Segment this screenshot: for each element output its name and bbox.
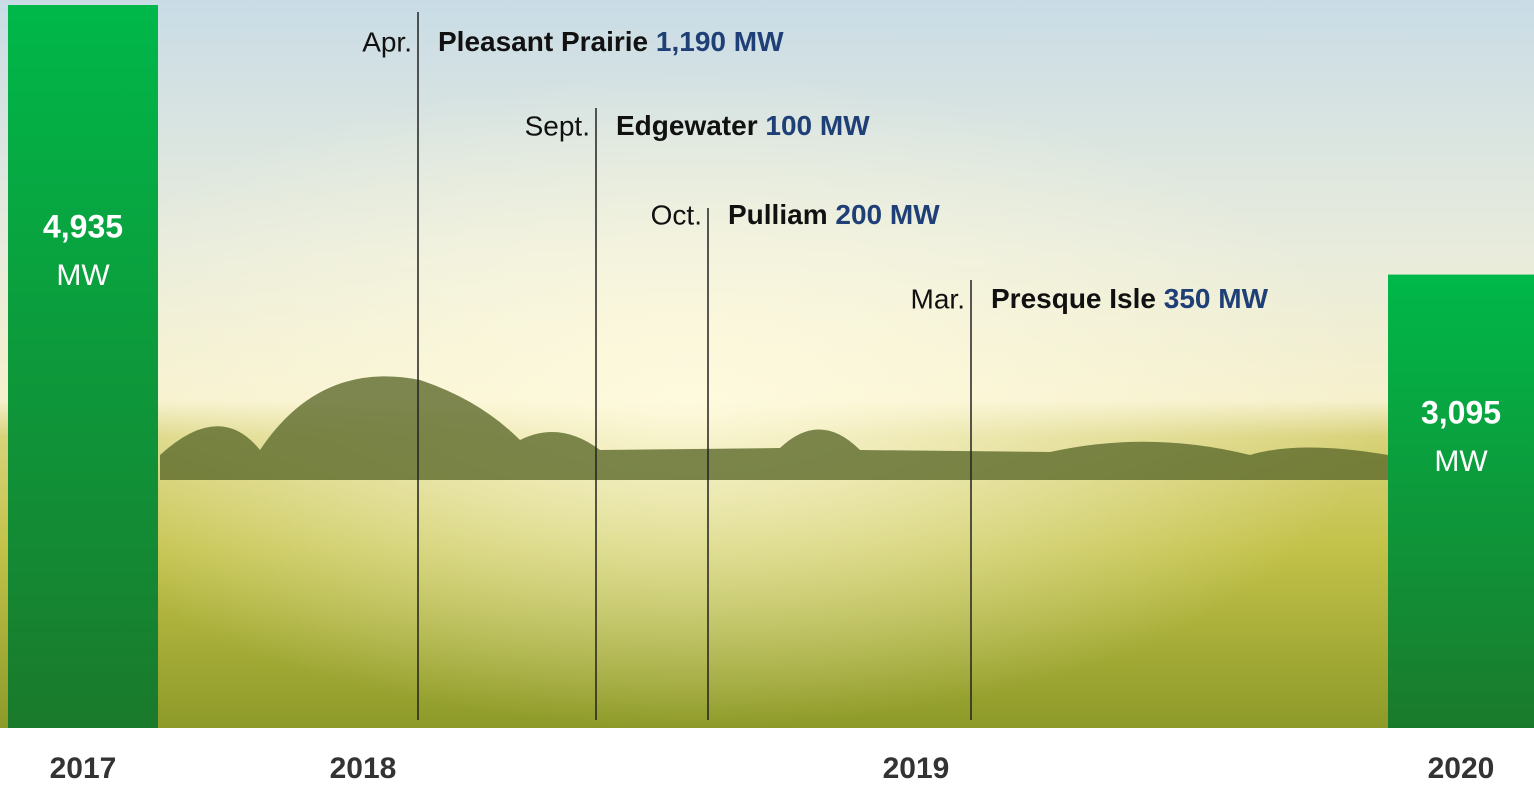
x-tick-label: 2019 <box>883 752 950 785</box>
event-label: Pleasant Prairie 1,190 MW <box>438 26 784 57</box>
event-label: Pulliam 200 MW <box>728 199 940 230</box>
x-tick-label: 2020 <box>1428 752 1495 785</box>
x-tick-label: 2017 <box>50 752 117 785</box>
event-month: Sept. <box>525 110 590 141</box>
event-month: Oct. <box>651 199 702 230</box>
chart: 4,935 MW 3,095 MW 2017 2018 2019 2020 Apr. Pleasa… <box>0 0 1534 786</box>
x-tick-label: 2018 <box>330 752 397 785</box>
event-capacity: 200 MW <box>835 199 940 230</box>
event-capacity: 350 MW <box>1164 283 1269 314</box>
sun-glow <box>0 0 1534 728</box>
value-label: 4,935 <box>43 209 123 245</box>
event-month: Mar. <box>911 283 965 314</box>
event-month: Apr. <box>362 26 412 57</box>
bar <box>8 5 158 728</box>
event-capacity: 1,190 MW <box>656 26 784 57</box>
footer-band <box>0 728 1534 786</box>
bar <box>1388 275 1534 728</box>
event-capacity: 100 MW <box>765 110 870 141</box>
event-name: Edgewater <box>616 110 758 141</box>
event-name: Presque Isle <box>991 283 1156 314</box>
value-label: 3,095 <box>1421 395 1501 431</box>
event-label: Presque Isle 350 MW <box>991 283 1269 314</box>
unit-label: MW <box>56 259 110 292</box>
event-label: Edgewater 100 MW <box>616 110 870 141</box>
event-name: Pulliam <box>728 199 828 230</box>
unit-label: MW <box>1434 445 1488 478</box>
event-name: Pleasant Prairie <box>438 26 648 57</box>
